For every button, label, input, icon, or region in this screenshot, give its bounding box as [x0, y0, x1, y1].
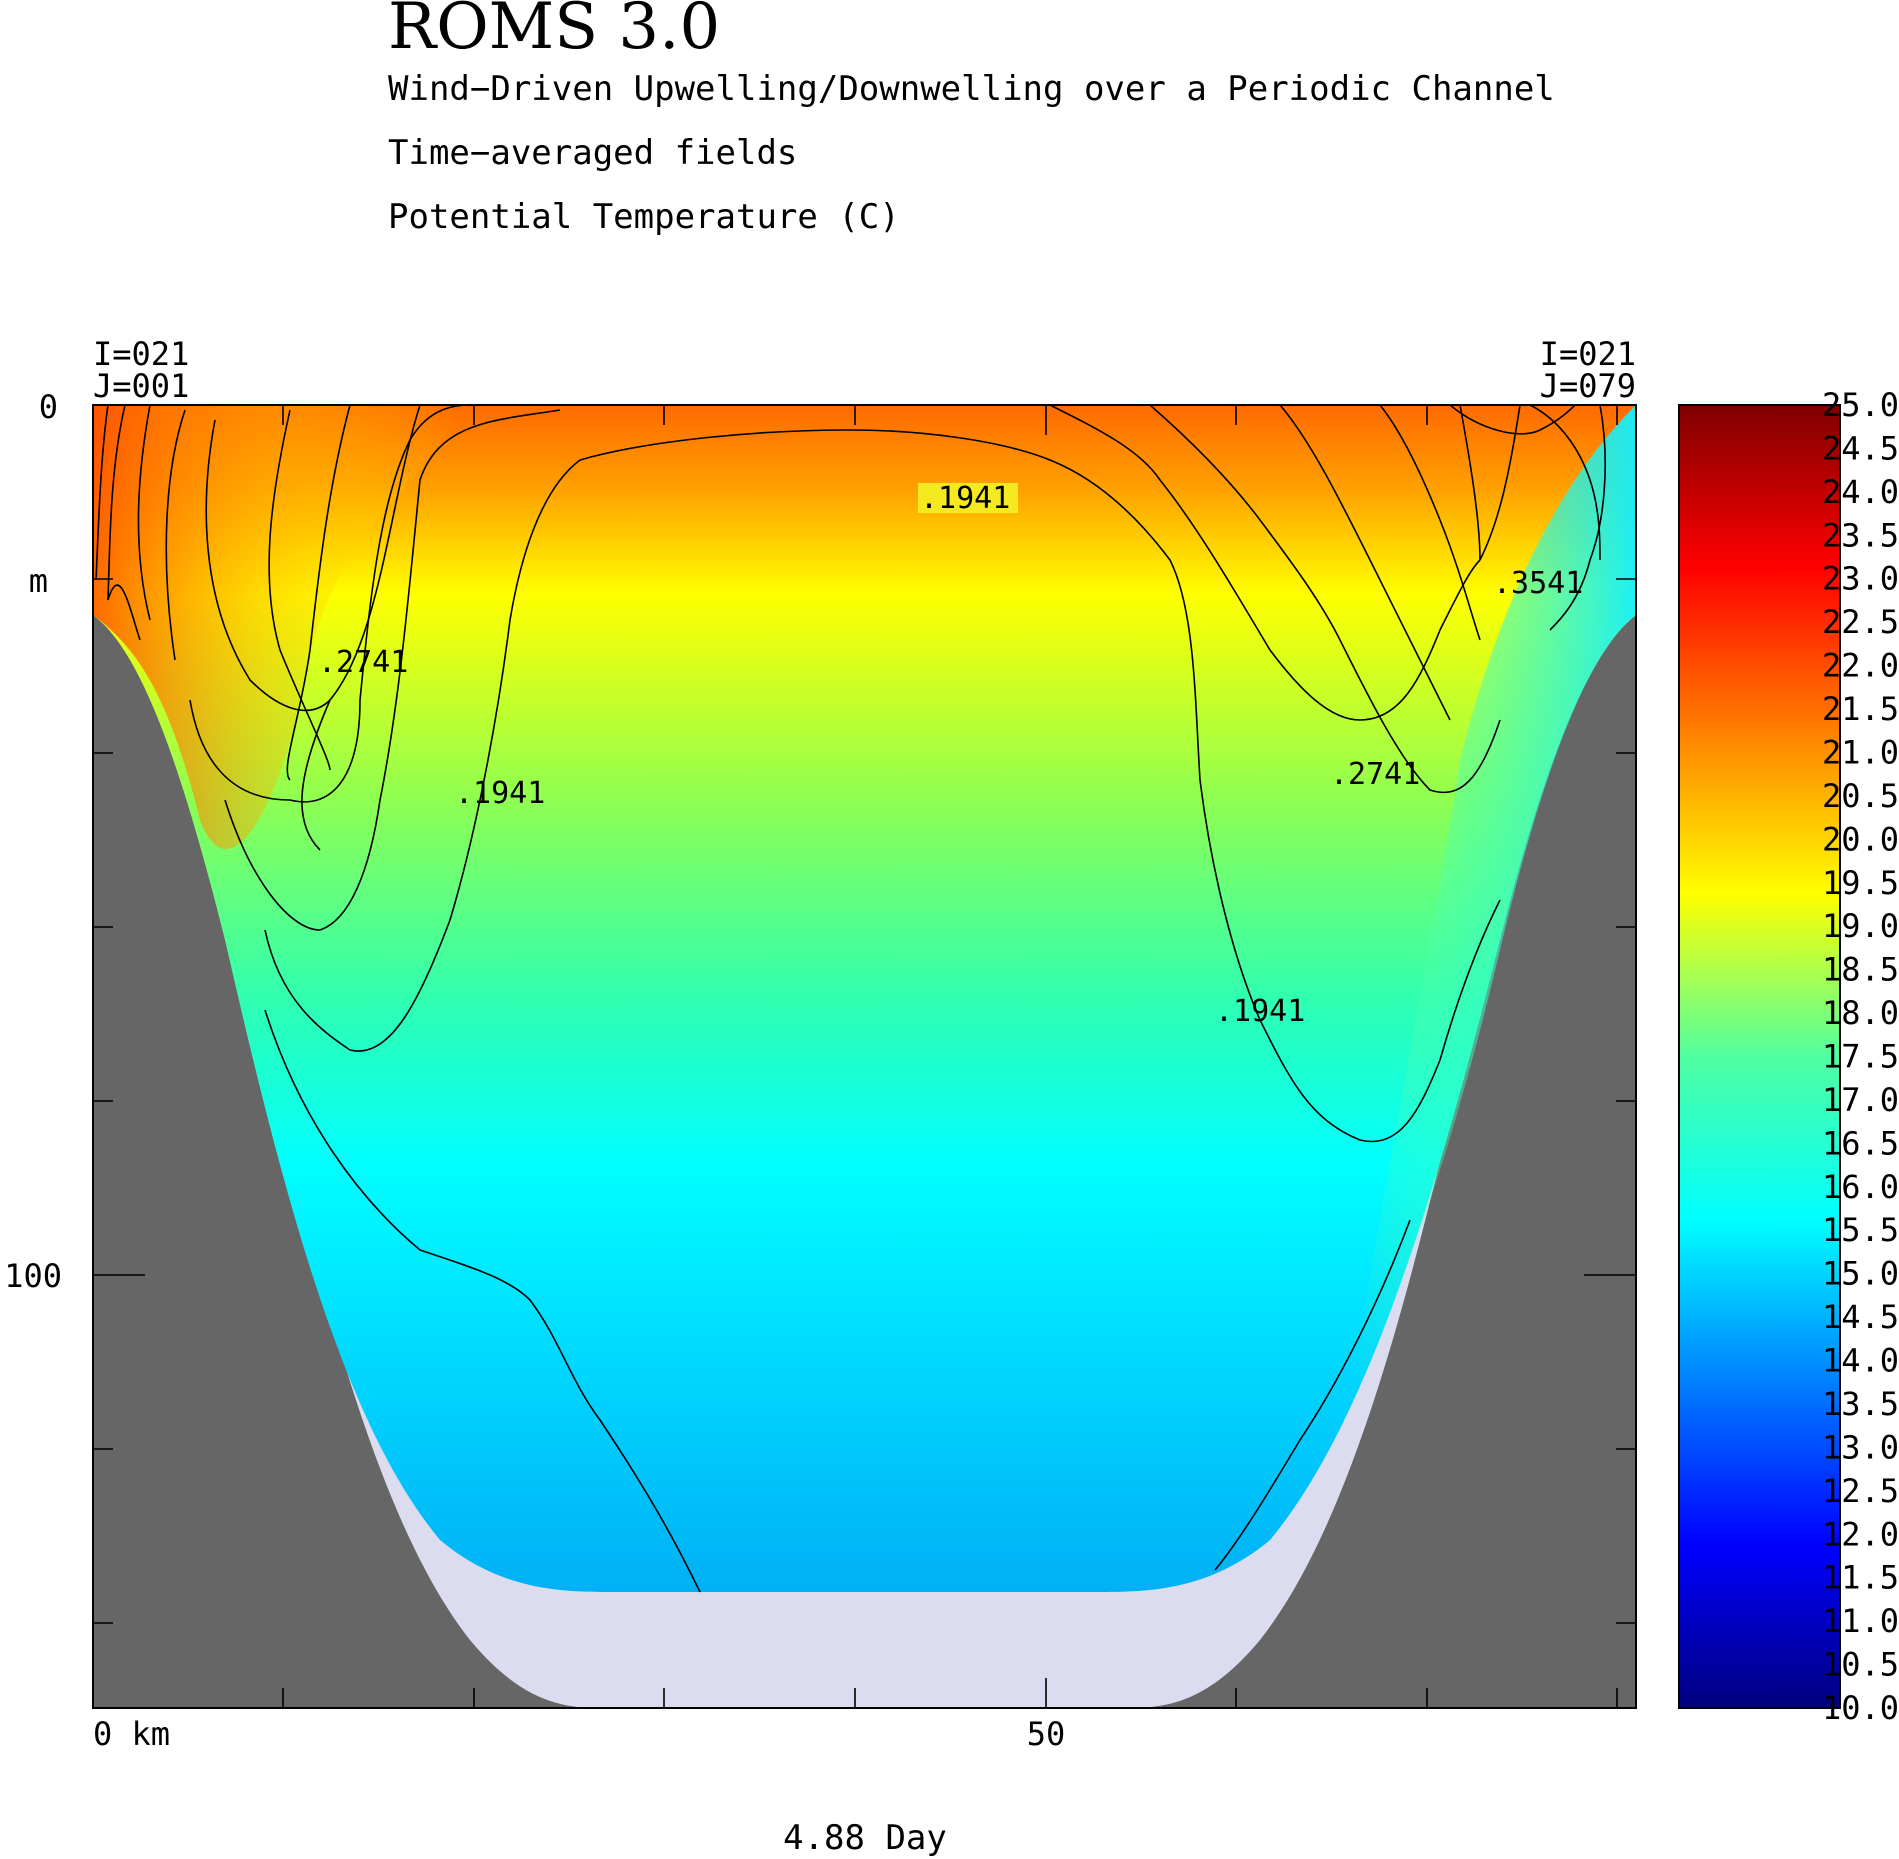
colorbar-tick-label: 16.5	[1822, 1124, 1899, 1162]
colorbar-tick-label: 11.5	[1822, 1559, 1899, 1597]
contour-label: .1941	[455, 776, 545, 811]
colorbar-tick-label: 19.5	[1822, 864, 1899, 902]
colorbar-tick-label: 24.5	[1822, 429, 1899, 467]
colorbar-tick-label: 23.0	[1822, 560, 1899, 598]
contour-label: .2741	[1330, 757, 1420, 792]
colorbar-tick-label: 16.0	[1822, 1168, 1899, 1206]
y-tick-label: 0	[39, 388, 58, 426]
colorbar-tick-label: 10.5	[1822, 1646, 1899, 1684]
colorbar-tick-label: 20.0	[1822, 820, 1899, 858]
colorbar-tick-label: 23.5	[1822, 516, 1899, 554]
contour-label: .3541	[1493, 566, 1583, 601]
plot-frame	[92, 404, 1637, 1709]
colorbar-tick-label: 24.0	[1822, 473, 1899, 511]
colorbar-tick-label: 19.0	[1822, 907, 1899, 945]
colorbar-tick-label: 21.0	[1822, 733, 1899, 771]
colorbar-tick-label: 14.5	[1822, 1298, 1899, 1336]
colorbar-labels: 25.0 24.5 24.0 23.5 23.0 22.5 22.0 21.5 21.0 20.5…	[1822, 386, 1899, 1727]
right-i-index-label: I=021	[1540, 335, 1636, 373]
right-j-index-label: J=079	[1540, 367, 1636, 405]
colorbar	[1678, 404, 1841, 1709]
colorbar-tick-label: 17.0	[1822, 1081, 1899, 1119]
colorbar-tick-label: 12.0	[1822, 1515, 1899, 1553]
colorbar-tick-label: 10.0	[1822, 1689, 1899, 1727]
colorbar-tick-label: 13.0	[1822, 1428, 1899, 1466]
colorbar-tick-label: 21.5	[1822, 690, 1899, 728]
colorbar-tick-label: 22.0	[1822, 647, 1899, 685]
colorbar-tick-label: 14.0	[1822, 1342, 1899, 1380]
left-j-index-label: J=001	[93, 367, 189, 405]
time-label: 4.88 Day	[783, 1818, 947, 1858]
x-tick-label: 0 km	[93, 1715, 170, 1753]
contour-label: .1941	[920, 481, 1010, 516]
cool-downwelling-zone	[1350, 405, 1636, 1400]
contour-label: .2741	[318, 645, 408, 680]
temperature-field	[93, 405, 1636, 1592]
colorbar-tick-label: 17.5	[1822, 1038, 1899, 1076]
x-tick-label: 50	[1027, 1715, 1066, 1753]
colorbar-tick-label: 13.5	[1822, 1385, 1899, 1423]
colorbar-tick-label: 11.0	[1822, 1602, 1899, 1640]
left-i-index-label: I=021	[93, 335, 189, 373]
subtitle-averaging: Time−averaged fields	[388, 133, 797, 173]
colorbar-tick-label: 15.0	[1822, 1255, 1899, 1293]
contour-lines	[95, 405, 1606, 1593]
contour-label-bg	[918, 483, 1018, 513]
colorbar-tick-label: 18.0	[1822, 994, 1899, 1032]
plot-title: ROMS 3.0	[388, 0, 720, 64]
warm-upwelling-zone	[93, 405, 460, 850]
subtitle-experiment: Wind−Driven Upwelling/Downwelling over a…	[388, 69, 1555, 109]
colorbar-tick-label: 22.5	[1822, 603, 1899, 641]
colorbar-tick-label: 12.5	[1822, 1472, 1899, 1510]
colorbar-tick-label: 15.5	[1822, 1211, 1899, 1249]
subtitle-variable: Potential Temperature (C)	[388, 197, 900, 237]
y-tick-label: 100	[4, 1257, 62, 1295]
section-plot-area: .1941 .2741 .1941 .3541 .2741 .1941	[93, 405, 1636, 1708]
contour-label: .1941	[1215, 994, 1305, 1029]
colorbar-tick-label: 20.5	[1822, 777, 1899, 815]
colorbar-tick-label: 18.5	[1822, 951, 1899, 989]
axis-ticks	[93, 405, 1636, 1708]
y-axis-unit-label: m	[29, 562, 48, 600]
colorbar-tick-label: 25.0	[1822, 386, 1899, 424]
